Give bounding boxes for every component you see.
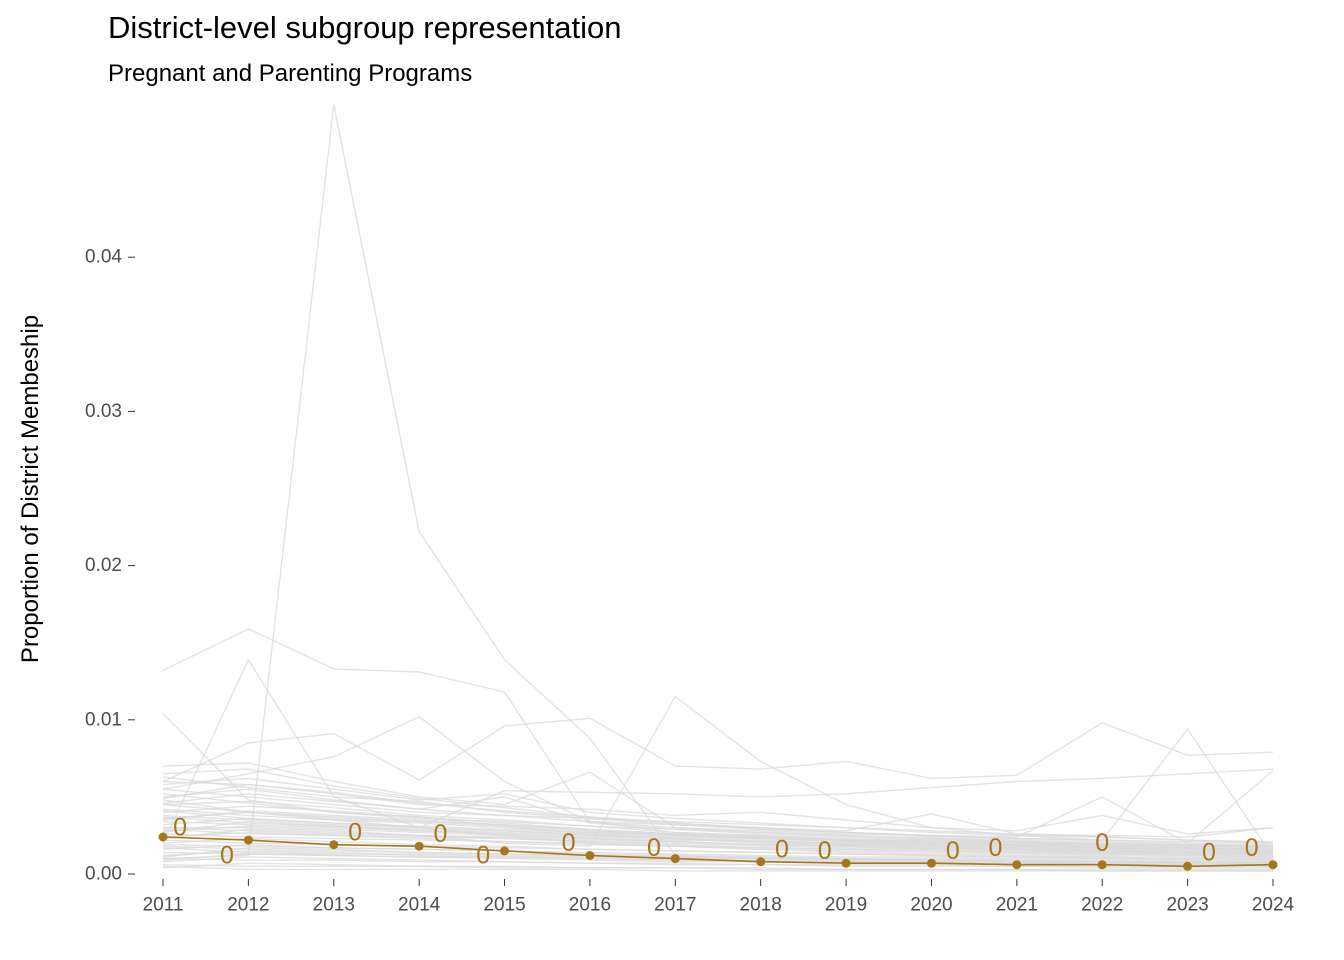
highlight-point-2020 [927,858,936,868]
highlight-point-2013 [329,840,339,850]
highlight-point-2015 [500,846,509,856]
x-tick-label-2020: 2020 [910,895,952,916]
point-label-2: 0 [220,842,234,870]
background-series-line-36 [162,777,1274,843]
background-series-line-5 [162,717,1274,783]
chart-title: District-level subgroup representation [108,10,622,45]
background-series-line-47 [162,783,1274,846]
background-series-line-45 [162,865,1273,872]
background-series-line-28 [162,845,1273,863]
point-label-6: 0 [562,829,576,857]
x-tick-label-2015: 2015 [483,895,525,916]
y-tick-label-2: 0.02 [85,555,122,576]
background-series-line-38 [162,793,1274,847]
axes-group: 0.00 0.01 0.02 0.03 0.04 2011 2012 2013 2014 2015… [85,247,1295,916]
point-label-14: 0 [1245,834,1259,862]
background-series-line-41 [162,828,1274,857]
y-tick-label-4: 0.04 [85,247,122,268]
background-series-line-11 [162,780,1274,835]
x-tick-label-2024: 2024 [1252,895,1295,916]
highlight-series-line [162,836,1274,868]
point-label-10: 0 [946,837,960,865]
highlight-point-2011 [158,832,168,842]
point-label-5: 0 [476,842,490,870]
x-tick-label-2018: 2018 [740,895,782,916]
x-tick-label-2019: 2019 [825,895,867,916]
point-label-8: 0 [775,835,789,863]
x-tick-label-2017: 2017 [654,895,696,916]
background-series-line-50 [162,844,1273,861]
chart-subtitle: Pregnant and Parenting Programs [108,60,473,87]
background-series-line-42 [162,828,1274,858]
point-label-3: 0 [348,818,362,846]
y-tick-label-1: 0.01 [85,709,122,730]
point-label-1: 0 [173,814,187,842]
point-label-13: 0 [1202,838,1216,866]
background-series-line-8 [162,762,1274,845]
background-series-line-6 [162,768,1274,829]
point-label-4: 0 [434,820,448,848]
point-label-11: 0 [989,834,1003,862]
background-series-line-2 [162,104,1273,863]
background-series-line-44 [162,847,1274,866]
background-series-line-32 [162,857,1273,867]
x-tick-label-2016: 2016 [569,895,611,916]
x-tick-label-2011: 2011 [143,895,184,916]
highlight-point-2014 [414,841,424,851]
highlight-point-2012 [243,835,253,845]
background-series-line-20 [162,820,1274,854]
highlight-point-2016 [585,851,595,860]
x-tick-label-2012: 2012 [227,895,269,916]
highlight-point-2021 [1012,860,1022,870]
x-tick-label-2013: 2013 [313,895,355,916]
highlight-point-2018 [756,857,766,867]
highlight-point-2023 [1183,861,1193,871]
background-series-line-34 [162,864,1273,871]
point-label-7: 0 [647,834,661,862]
highlight-point-2019 [841,858,851,868]
point-label-12: 0 [1095,829,1109,857]
background-series-line-33 [162,856,1273,869]
y-axis-label: Proportion of District Membeship [17,315,44,663]
point-labels-group: 000 00 0 0 0 0 0 0 0 0 0 [173,814,1259,870]
background-series-line-40 [162,810,1274,850]
highlight-point-2022 [1097,860,1107,870]
background-series-line-43 [162,847,1273,864]
background-series-line-49 [162,820,1274,855]
y-tick-label-0: 0.00 [85,864,122,885]
background-series-group [162,104,1274,872]
x-tick-label-2021: 2021 [996,895,1038,916]
highlight-point-2024 [1268,860,1278,870]
background-series-line-10 [162,768,1274,847]
x-tick-label-2014: 2014 [398,895,441,916]
x-tick-label-2023: 2023 [1166,895,1208,916]
highlight-series-group [158,832,1278,871]
y-tick-label-3: 0.03 [85,401,122,422]
point-label-9: 0 [818,837,832,865]
x-tick-label-2022: 2022 [1081,895,1123,916]
highlight-point-2017 [670,854,680,864]
